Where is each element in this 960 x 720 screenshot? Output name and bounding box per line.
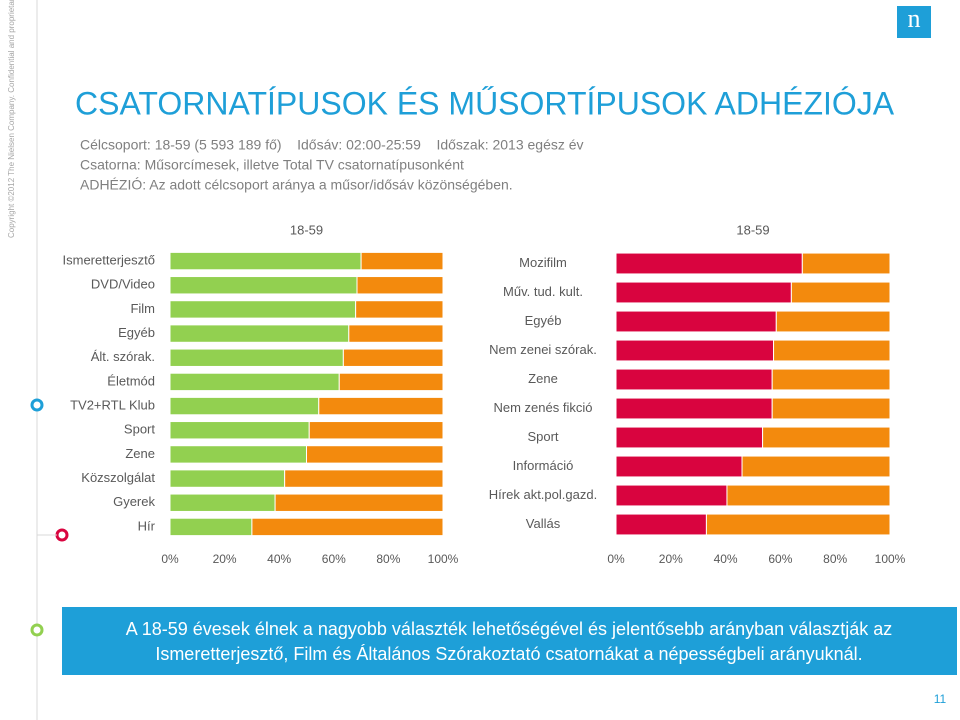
category-label: Nem zenei szórak. [489, 342, 597, 357]
x-tick-label: 0% [607, 552, 625, 566]
bar-segment [169, 324, 350, 343]
x-tick-label: 40% [267, 552, 291, 566]
category-label: Ált. szórak. [91, 349, 155, 364]
category-label: Zene [528, 371, 558, 386]
category-label: Információ [513, 458, 574, 473]
category-label: Életmód [107, 373, 155, 388]
bar-segment [726, 484, 891, 507]
category-label: Egyéb [525, 313, 562, 328]
subtitle-line: Célcsoport: 18-59 (5 593 189 fő) Idősáv:… [80, 137, 584, 153]
subtitle-line: Csatorna: Műsorcímesek, illetve Total TV… [80, 157, 464, 173]
bar-segment [348, 324, 444, 343]
bar-segment [251, 517, 444, 537]
x-tick-label: 0% [161, 552, 179, 566]
bar-segment [169, 372, 340, 392]
bar-segment [284, 469, 444, 488]
logo [897, 6, 931, 38]
bar-segment [775, 310, 891, 333]
category-label: Gyerek [113, 494, 155, 509]
bar-segment [615, 339, 775, 362]
bar-segment [318, 396, 444, 416]
x-tick-label: 20% [659, 552, 683, 566]
bar-segment [773, 339, 891, 362]
category-label: TV2+RTL Klub [70, 398, 155, 413]
logo-text: n [908, 4, 921, 33]
bar-segment [169, 396, 320, 416]
category-label: Hír [138, 518, 156, 533]
conclusion-box [62, 607, 957, 675]
bar-segment [771, 397, 891, 420]
bar-segment [615, 484, 728, 507]
bar-segment [169, 445, 307, 464]
bar-segment [169, 493, 276, 512]
subtitle-line: ADHÉZIÓ: Az adott célcsoport aránya a mű… [80, 177, 513, 193]
bar-segment [169, 348, 344, 367]
side-dot [55, 528, 69, 542]
copyright: Copyright ©2012 The Nielsen Company. Con… [7, 0, 16, 238]
bar-segment [615, 455, 743, 478]
bar-segment [356, 276, 444, 295]
x-tick-label: 20% [213, 552, 237, 566]
bar-segment [355, 300, 444, 319]
category-label: Nem zenés fikció [494, 400, 593, 415]
x-tick-label: 80% [823, 552, 847, 566]
side-dot [30, 623, 44, 637]
bar-segment [615, 368, 773, 391]
bar-segment [615, 397, 773, 420]
category-label: Mozifilm [519, 255, 567, 270]
chart-subtitle: 18-59 [736, 222, 769, 237]
bar-segment [169, 421, 310, 440]
bar-segment [705, 513, 891, 536]
category-label: Közszolgálat [81, 470, 155, 485]
category-label: Egyéb [118, 325, 155, 340]
bar-segment [360, 251, 444, 271]
bar-segment [306, 445, 444, 464]
bar-segment [615, 281, 792, 304]
x-tick-label: 60% [768, 552, 792, 566]
bar-segment [274, 493, 444, 512]
x-tick-label: 60% [322, 552, 346, 566]
bar-segment [741, 455, 891, 478]
x-tick-label: 100% [428, 552, 459, 566]
category-label: Ismeretterjesztő [63, 253, 155, 268]
bar-segment [615, 252, 803, 275]
category-label: DVD/Video [91, 277, 155, 292]
bar-segment [615, 513, 707, 536]
category-label: Sport [124, 422, 155, 437]
bar-segment [169, 251, 362, 271]
x-tick-label: 40% [714, 552, 738, 566]
side-dot [30, 398, 44, 412]
category-label: Sport [527, 429, 558, 444]
bar-segment [308, 421, 444, 440]
category-label: Film [130, 301, 155, 316]
bar-segment [169, 517, 253, 537]
page-number: 11 [934, 692, 947, 706]
bar-segment [762, 426, 891, 449]
bar-segment [771, 368, 891, 391]
x-tick-label: 80% [376, 552, 400, 566]
bar-segment [342, 348, 444, 367]
slide-title: CSATORNATÍPUSOK ÉS MŰSORTÍPUSOK ADHÉZIÓJ… [75, 85, 895, 121]
bar-segment [615, 426, 764, 449]
bar-segment [615, 310, 777, 333]
category-label: Vallás [526, 516, 561, 531]
category-label: Hírek akt.pol.gazd. [489, 487, 597, 502]
chart-subtitle: 18-59 [290, 222, 323, 237]
x-tick-label: 100% [875, 552, 906, 566]
conclusion-line: Ismeretterjesztő, Film és Általános Szór… [155, 644, 862, 664]
bar-segment [801, 252, 891, 275]
bar-segment [169, 300, 357, 319]
bar-segment [169, 469, 286, 488]
bar-segment [338, 372, 444, 392]
bar-segment [169, 276, 358, 295]
bar-segment [790, 281, 891, 304]
category-label: Zene [125, 446, 155, 461]
conclusion-line: A 18-59 évesek élnek a nagyobb választék… [126, 619, 893, 639]
category-label: Műv. tud. kult. [503, 284, 583, 299]
